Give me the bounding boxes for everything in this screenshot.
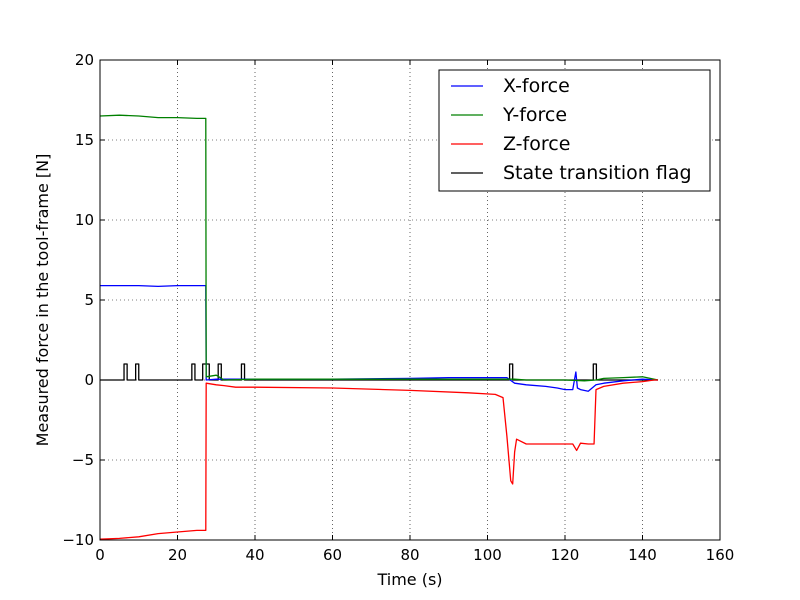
- y-tick-label: 15: [75, 131, 94, 149]
- series-line-y-force: [99, 114, 659, 382]
- legend-box: [438, 69, 711, 192]
- y-axis-label: Measured force in the tool-frame [N]: [33, 154, 52, 447]
- legend-label: X-force: [503, 75, 570, 97]
- x-tick-label: 20: [168, 546, 187, 564]
- x-tick-label: 60: [323, 546, 342, 564]
- x-tick-label: 80: [400, 546, 419, 564]
- series-line-z-force: [99, 379, 658, 540]
- x-tick-label: 120: [551, 546, 580, 564]
- plot-series: [99, 114, 659, 540]
- legend-label: Y-force: [502, 104, 567, 126]
- legend-label: State transition flag: [503, 162, 692, 184]
- legend-label: Z-force: [503, 133, 570, 155]
- y-tick-label: 5: [84, 291, 94, 309]
- x-tick-label: 100: [473, 546, 502, 564]
- y-tick-label: 20: [75, 51, 94, 69]
- x-tick-label: 140: [628, 546, 657, 564]
- y-tick-label: −5: [72, 451, 94, 469]
- y-tick-label: −10: [62, 531, 94, 549]
- x-tick-label: 0: [95, 546, 105, 564]
- axis-ticks: 0 20 40 60 80 100 120 140 160 −10 −5 0 5 10 15 20: [62, 51, 734, 564]
- x-tick-label: 160: [706, 546, 735, 564]
- legend: X-force Y-force Z-force State transition fl…: [438, 69, 711, 192]
- series-line-x-force: [100, 284, 659, 392]
- x-tick-label: 40: [245, 546, 264, 564]
- y-tick-label: 10: [75, 211, 94, 229]
- y-tick-label: 0: [84, 371, 94, 389]
- x-axis-label: Time (s): [376, 570, 442, 589]
